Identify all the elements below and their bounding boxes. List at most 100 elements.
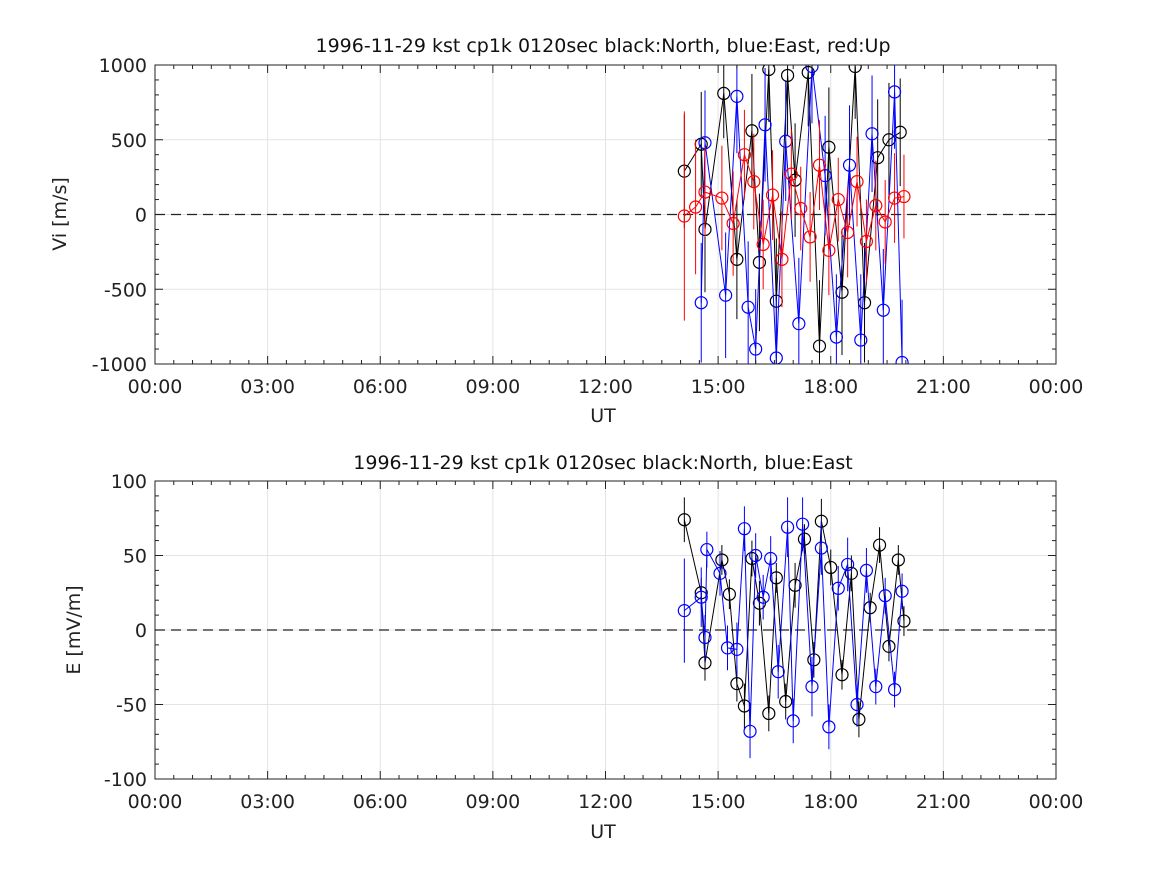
- x-tick-label: 18:00: [803, 376, 858, 398]
- y-tick-label: 50: [123, 546, 147, 568]
- data-point: [831, 581, 845, 595]
- data-point: [730, 89, 744, 103]
- y-tick-label: 0: [135, 620, 147, 642]
- y-tick-label: -100: [104, 769, 147, 791]
- data-point: [792, 317, 806, 331]
- data-point: [794, 201, 808, 216]
- data-point: [887, 682, 902, 697]
- data-point: [822, 140, 836, 154]
- data-point: [698, 630, 712, 645]
- data-point: [677, 604, 691, 618]
- data-point: [852, 712, 866, 727]
- data-point: [780, 68, 795, 83]
- data-point: [749, 548, 763, 563]
- data-point: [854, 333, 868, 347]
- series-line: [683, 519, 905, 720]
- series-line: [683, 154, 905, 260]
- data-point: [677, 513, 691, 527]
- data-point: [730, 677, 744, 691]
- y-tick-label: 100: [111, 471, 147, 493]
- data-point: [784, 167, 798, 181]
- data-point: [829, 330, 843, 344]
- data-point: [756, 237, 770, 251]
- data-point: [878, 589, 892, 603]
- x-tick-label: 12:00: [578, 791, 633, 813]
- data-point: [717, 86, 731, 101]
- data-point: [745, 124, 759, 138]
- data-point: [769, 351, 783, 364]
- x-tick-label: 00:00: [128, 376, 183, 398]
- data-point: [897, 614, 911, 628]
- efield-panel-xlabel: UT: [590, 821, 616, 843]
- y-tick-label: 500: [111, 130, 147, 152]
- data-point: [887, 191, 902, 205]
- data-point: [805, 65, 819, 74]
- velocity-panel-title: 1996-11-29 kst cp1k 0120sec black:North,…: [315, 35, 890, 57]
- data-point: [726, 216, 740, 231]
- efield-panel-title: 1996-11-29 kst cp1k 0120sec black:North,…: [353, 452, 852, 474]
- series-east: [677, 497, 909, 759]
- series-line: [700, 66, 903, 363]
- y-tick-label: -50: [116, 695, 147, 717]
- x-tick-label: 15:00: [691, 376, 746, 398]
- data-point: [677, 209, 691, 223]
- data-point: [859, 563, 874, 578]
- data-point: [878, 215, 892, 229]
- data-point: [743, 724, 757, 738]
- data-point: [747, 175, 761, 189]
- velocity-panel-ylabel: Vi [m/s]: [49, 177, 71, 251]
- y-tick-label: -1000: [92, 354, 147, 376]
- data-point: [715, 553, 729, 567]
- x-tick-label: 09:00: [465, 376, 520, 398]
- data-point: [891, 553, 905, 567]
- data-point: [745, 551, 759, 566]
- x-tick-label: 00:00: [1029, 376, 1084, 398]
- data-point: [762, 65, 776, 77]
- data-point: [700, 542, 714, 557]
- y-tick-label: 0: [135, 205, 147, 227]
- data-point: [779, 694, 793, 709]
- data-point: [730, 642, 744, 656]
- data-point: [822, 720, 836, 734]
- data-point: [780, 520, 795, 534]
- data-point: [786, 714, 800, 728]
- series-line: [683, 524, 903, 732]
- data-point: [812, 339, 827, 353]
- data-point: [895, 355, 909, 364]
- data-point: [758, 118, 772, 132]
- data-point: [822, 243, 836, 257]
- data-point: [694, 590, 708, 604]
- data-point: [865, 127, 879, 141]
- data-point: [771, 665, 785, 679]
- data-point: [737, 148, 752, 162]
- data-point: [803, 230, 817, 244]
- data-point: [842, 158, 857, 172]
- data-point: [897, 189, 911, 204]
- data-point: [850, 175, 864, 189]
- data-point: [737, 522, 752, 536]
- series-east: [694, 65, 909, 364]
- data-point: [869, 680, 883, 694]
- data-point: [764, 551, 778, 566]
- series-up: [677, 109, 911, 321]
- data-point: [872, 538, 887, 552]
- x-tick-label: 00:00: [128, 791, 183, 813]
- data-point: [805, 680, 819, 694]
- data-point: [844, 566, 858, 580]
- data-point: [887, 85, 902, 99]
- data-point: [756, 590, 770, 604]
- x-tick-label: 00:00: [1029, 791, 1084, 813]
- data-point: [694, 296, 708, 310]
- data-point: [841, 557, 855, 572]
- ticks: [154, 480, 1057, 780]
- data-point: [831, 192, 845, 207]
- data-point: [859, 234, 874, 249]
- series-line: [683, 66, 901, 347]
- ticks: [154, 64, 1057, 365]
- x-tick-label: 03:00: [240, 376, 295, 398]
- data-point: [730, 252, 744, 266]
- data-point: [698, 185, 712, 199]
- data-point: [741, 300, 755, 314]
- data-point: [841, 225, 855, 240]
